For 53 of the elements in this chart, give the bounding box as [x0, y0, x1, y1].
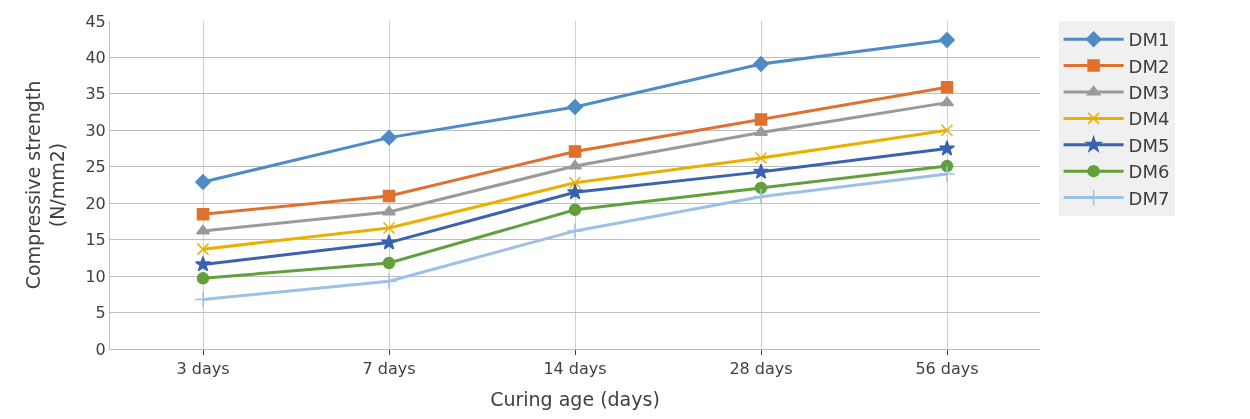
point — [568, 145, 582, 158]
point — [382, 221, 396, 235]
legend-label: DM1 — [1128, 29, 1170, 51]
x-axis-title: Curing age (days) — [490, 388, 660, 410]
point — [940, 124, 954, 137]
point — [568, 203, 582, 217]
point — [196, 242, 210, 256]
y-tick-label: 30 — [85, 120, 106, 140]
point — [754, 181, 768, 195]
x-tick-label: 14 days — [543, 359, 607, 379]
legend-label: DM4 — [1128, 108, 1170, 130]
point — [382, 189, 396, 203]
point — [566, 183, 584, 200]
point — [938, 165, 956, 183]
point — [939, 32, 955, 48]
point — [753, 56, 769, 72]
point — [754, 113, 768, 126]
x-tick-label: 7 days — [362, 359, 416, 379]
x-tick-label: 3 days — [176, 359, 230, 379]
point — [754, 151, 768, 165]
point — [194, 290, 212, 308]
y-tick-label: 20 — [85, 193, 106, 213]
point — [195, 174, 211, 190]
point — [382, 256, 396, 270]
legend-label: DM5 — [1128, 134, 1170, 156]
y-axis-title: Compressive strength (N/mm2) — [21, 80, 69, 290]
point — [568, 176, 582, 190]
y-tick-label: 10 — [85, 266, 106, 286]
legend-label: DM3 — [1128, 82, 1170, 104]
y-tick-label: 15 — [85, 230, 106, 250]
point — [940, 81, 954, 94]
x-tick-label: 56 days — [915, 359, 979, 379]
point — [381, 129, 397, 146]
legend-label: DM2 — [1128, 55, 1170, 77]
legend-label: DM7 — [1128, 187, 1170, 209]
point — [752, 188, 770, 206]
point — [567, 99, 583, 115]
point — [752, 163, 770, 179]
point — [196, 272, 210, 285]
point — [938, 140, 956, 156]
y-tick-label: 0 — [95, 339, 106, 359]
x-tick-label: 28 days — [729, 359, 793, 379]
y-tick-label: 25 — [85, 157, 106, 177]
point — [196, 207, 210, 221]
point — [194, 256, 212, 272]
y-tick-label: 5 — [95, 303, 106, 323]
point — [380, 234, 398, 250]
point — [566, 222, 584, 240]
legend-label: DM6 — [1128, 161, 1170, 183]
y-tick-label: 40 — [85, 48, 106, 68]
y-tick-label: 45 — [85, 11, 106, 31]
y-tick-label: 35 — [85, 84, 106, 104]
point — [380, 272, 398, 290]
